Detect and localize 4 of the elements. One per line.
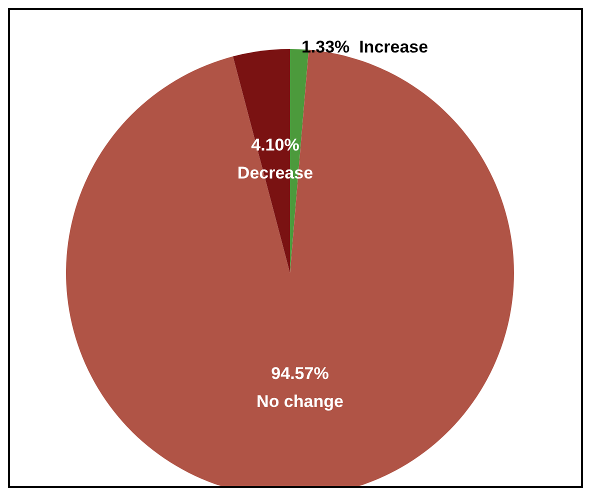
slice-label: Decrease xyxy=(237,163,314,182)
data-label: 94.57% xyxy=(271,364,329,384)
slice-label: 1.33% Increase xyxy=(301,38,428,57)
slice-label: No change xyxy=(256,392,344,412)
